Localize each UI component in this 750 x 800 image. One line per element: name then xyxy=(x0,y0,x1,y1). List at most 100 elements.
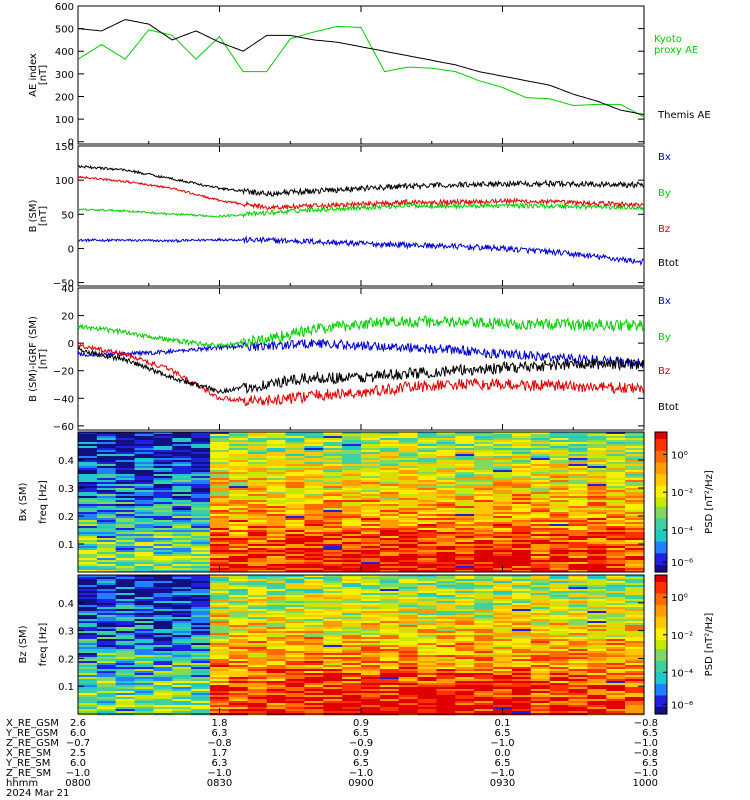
spectrogram-cell xyxy=(625,564,645,567)
spectrogram-cell xyxy=(96,528,117,531)
ephemeris-row-label: Z_RE_GSM xyxy=(6,738,59,749)
spectrogram-cell xyxy=(361,681,381,684)
spectrogram-cell xyxy=(511,691,532,694)
spectrogram-cell xyxy=(549,564,570,567)
spectrogram-cell xyxy=(191,554,211,557)
spectrogram-cell xyxy=(228,631,249,634)
spectrogram-cell xyxy=(247,673,268,676)
spectrogram-cell xyxy=(96,482,117,485)
spectrogram-cell xyxy=(568,591,588,594)
spectrogram-cell xyxy=(134,488,155,491)
spectrogram-cell xyxy=(342,516,362,519)
spectrogram-cell xyxy=(549,669,570,672)
spectrogram-cell xyxy=(549,647,570,650)
spectrogram-cell xyxy=(323,534,343,537)
spectrogram-cell xyxy=(398,478,419,481)
spectrogram-cell xyxy=(115,532,136,535)
spectrogram-cell xyxy=(210,542,230,545)
spectrogram-cell xyxy=(455,691,475,694)
spectrogram-cell xyxy=(78,494,98,497)
spectrogram-cell xyxy=(587,528,607,531)
spectrogram-cell xyxy=(266,621,287,624)
spectrogram-cell xyxy=(96,474,117,477)
spectrogram-cell xyxy=(455,675,475,678)
spectrogram-cell xyxy=(266,486,287,489)
spectrogram-cell xyxy=(115,597,136,600)
spectrogram-cell xyxy=(493,635,513,638)
spectrogram-cell xyxy=(493,577,513,580)
spectrogram-cell xyxy=(417,667,438,670)
spectrogram-cell xyxy=(455,617,475,620)
spectrogram-cell xyxy=(266,661,287,664)
spectrogram-cell xyxy=(134,695,155,698)
spectrogram-cell xyxy=(304,575,324,578)
spectrogram-cell xyxy=(606,663,626,666)
spectrogram-cell xyxy=(247,591,268,594)
spectrogram-cell xyxy=(266,669,287,672)
spectrogram-cell xyxy=(153,456,173,459)
spectrogram-cell xyxy=(474,673,494,676)
spectrogram-cell xyxy=(266,446,287,449)
spectrogram-cell xyxy=(153,655,173,658)
spectrogram-cell xyxy=(304,466,324,469)
spectrogram-cell xyxy=(323,538,343,541)
spectrogram-cell xyxy=(191,526,211,529)
spectrogram-cell xyxy=(530,577,551,580)
spectrogram-cell xyxy=(247,639,268,642)
spectrogram-cell xyxy=(78,484,98,487)
spectrogram-cell xyxy=(304,554,324,557)
spectrogram-cell xyxy=(304,685,324,688)
spectrogram-cell xyxy=(323,601,343,604)
spectrogram-cell xyxy=(474,665,494,668)
spectrogram-cell xyxy=(134,544,155,547)
spectrogram-cell xyxy=(379,641,400,644)
spectrogram-cell xyxy=(587,665,607,668)
spectrogram-cell xyxy=(549,486,570,489)
spectrogram-cell xyxy=(342,558,362,561)
spectrogram-cell xyxy=(511,472,532,475)
spectrogram-cell xyxy=(474,693,494,696)
spectrogram-cell xyxy=(568,711,588,714)
spectrogram-cell xyxy=(379,681,400,684)
spectrogram-cell xyxy=(191,633,211,636)
spectrogram-cell xyxy=(455,500,475,503)
spectrogram-cell xyxy=(228,512,249,515)
spectrogram-cell xyxy=(210,502,230,505)
spectrogram-cell xyxy=(398,496,419,499)
spectrogram-cell xyxy=(247,647,268,650)
spectrogram-cell xyxy=(78,518,98,521)
spectrogram-cell xyxy=(115,510,136,513)
spectrogram-cell xyxy=(115,496,136,499)
spectrogram-cell xyxy=(115,472,136,475)
colorbar-step xyxy=(655,476,667,480)
spectrogram-cell xyxy=(625,480,645,483)
spectrogram-cell xyxy=(493,524,513,527)
colorbar-step xyxy=(655,490,667,494)
spectrogram-cell xyxy=(379,619,400,622)
spectrogram-cell xyxy=(78,482,98,485)
spectrogram-cell xyxy=(606,442,626,445)
spectrogram-cell xyxy=(247,661,268,664)
spectrogram-cell xyxy=(493,623,513,626)
spectrogram-cell xyxy=(191,484,211,487)
spectrogram-cell xyxy=(436,538,456,541)
spectrogram-cell xyxy=(228,673,249,676)
spectrogram-cell xyxy=(625,619,645,622)
spectrogram-cell xyxy=(549,478,570,481)
spectrogram-cell xyxy=(606,607,626,610)
spectrogram-cell xyxy=(379,697,400,700)
spectrogram-cell xyxy=(228,506,249,509)
spectrogram-cell xyxy=(379,711,400,714)
spectrogram-cell xyxy=(436,697,456,700)
spectrogram-cell xyxy=(172,695,192,698)
spectrogram-cell xyxy=(398,603,419,606)
spectrogram-cell xyxy=(398,635,419,638)
spectrogram-cell xyxy=(568,695,588,698)
spectrogram-cell xyxy=(153,508,173,511)
spectrogram-cell xyxy=(172,673,192,676)
spectrogram-cell xyxy=(606,550,626,553)
spectrogram-cell xyxy=(247,607,268,610)
spectrogram-cell xyxy=(342,601,362,604)
spectrogram-cell xyxy=(153,490,173,493)
spectrogram-cell xyxy=(587,490,607,493)
